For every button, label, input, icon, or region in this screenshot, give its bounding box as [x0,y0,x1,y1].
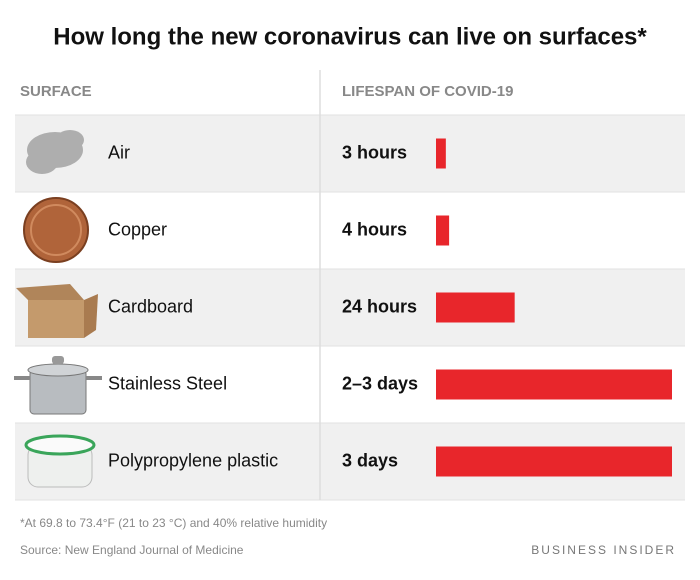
value-label: 24 hours [342,296,417,316]
category-label: Polypropylene plastic [108,450,278,470]
bar [436,292,515,323]
icon-copper [23,197,89,263]
brand: BUSINESS INSIDER [531,543,676,557]
category-label: Stainless Steel [108,373,227,393]
chart-title: How long the new coronavirus can live on… [53,23,647,50]
icon-steel [14,356,102,415]
row-background [15,115,685,192]
value-label: 4 hours [342,219,407,239]
table-rows [15,114,685,501]
category-label: Air [108,142,130,162]
icon-cardboard [16,284,98,338]
category-label: Copper [108,219,167,239]
footnote: *At 69.8 to 73.4°F (21 to 23 °C) and 40%… [20,516,327,530]
category-label: Cardboard [108,296,193,316]
bar [436,446,672,477]
value-label: 3 days [342,450,398,470]
column-header: LIFESPAN OF COVID-19 [342,83,513,100]
row-background [15,192,685,269]
value-label: 2–3 days [342,373,418,393]
value-label: 3 hours [342,142,407,162]
source: Source: New England Journal of Medicine [20,543,244,557]
row-background [15,269,685,346]
bar [436,215,450,246]
bar [436,138,446,169]
icon-air [26,130,84,174]
column-header: SURFACE [20,83,92,100]
icon-plastic [24,434,96,488]
bar [436,369,672,400]
